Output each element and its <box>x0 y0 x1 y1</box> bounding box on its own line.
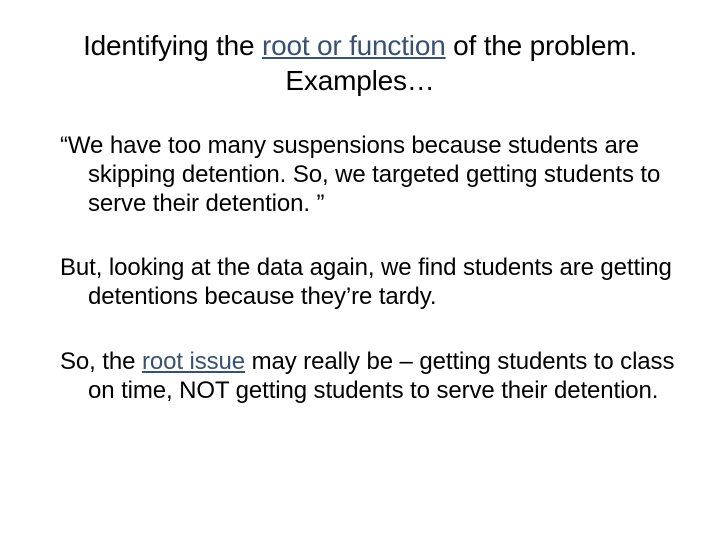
title-text-1: Identifying the <box>83 30 262 61</box>
p3-accent: root issue <box>142 348 245 375</box>
paragraph-1: “We have too many suspensions because st… <box>60 132 680 218</box>
p3-text-a: So, the <box>60 348 142 375</box>
slide-body: “We have too many suspensions because st… <box>40 132 680 406</box>
slide: Identifying the root or function of the … <box>0 0 720 540</box>
slide-title: Identifying the root or function of the … <box>40 28 680 98</box>
title-accent: root or function <box>262 30 446 61</box>
paragraph-3: So, the root issue may really be – getti… <box>60 348 680 406</box>
paragraph-2: But, looking at the data again, we find … <box>60 254 680 312</box>
